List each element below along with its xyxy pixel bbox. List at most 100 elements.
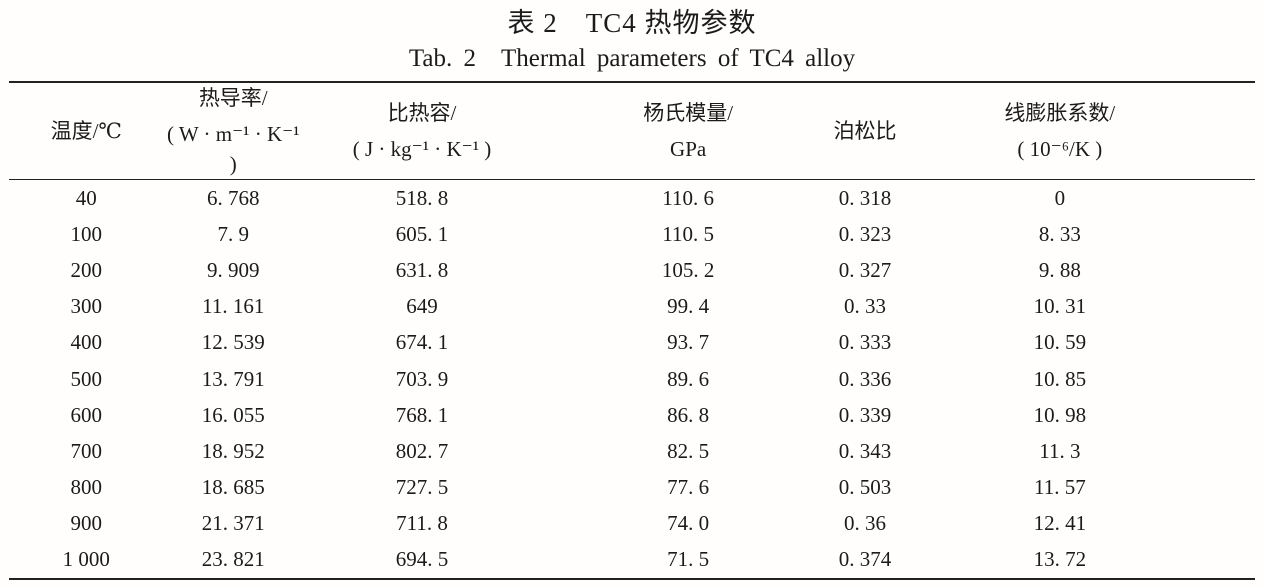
table-cell: 12. 41 xyxy=(1033,511,1087,536)
table-cell: 40 xyxy=(75,185,97,210)
table-captions: 表 2 TC4 热物参数 Tab. 2 Thermal parameters o… xyxy=(0,0,1264,77)
table-cell: 9. 88 xyxy=(1038,257,1081,282)
table-row: 40 6. 768 518. 8 110. 6 0. 318 0 xyxy=(9,180,1255,217)
table-cell: 105. 2 xyxy=(661,257,715,282)
table-cell: 0 xyxy=(1054,185,1066,210)
table-cell: 200 xyxy=(70,257,103,282)
table-cell: 700 xyxy=(70,438,103,463)
table-header: 温度/℃ 热导率/ ( W · m⁻¹ · K⁻¹ ) 比热容/ ( J · kg⁻¹ … xyxy=(9,82,1255,180)
table-cell: 518. 8 xyxy=(395,185,449,210)
table-cell: 0. 323 xyxy=(838,221,892,246)
table-cell: 11. 57 xyxy=(1033,475,1086,500)
table-cell: 110. 5 xyxy=(662,221,714,246)
table-cell: 21. 371 xyxy=(201,511,265,536)
table-cell: 86. 8 xyxy=(667,402,710,427)
thermal-parameters-table: 温度/℃ 热导率/ ( W · m⁻¹ · K⁻¹ ) 比热容/ ( J · kg⁻¹ … xyxy=(9,81,1255,581)
table-cell: 400 xyxy=(70,330,103,355)
table-cell: 0. 318 xyxy=(838,185,892,210)
table-cell: 6. 768 xyxy=(206,185,260,210)
table-cell: 23. 821 xyxy=(201,547,265,572)
table-cell: 600 xyxy=(70,402,103,427)
column-header: 温度/℃ xyxy=(9,82,164,180)
table-row: 900 21. 371 711. 8 74. 0 0. 36 12. 41 xyxy=(9,506,1255,542)
table-cell: 674. 1 xyxy=(395,330,449,355)
column-header: 比热容/ ( J · kg⁻¹ · K⁻¹ ) xyxy=(323,82,551,180)
column-header-unit: ( J · kg⁻¹ · K⁻¹ ) xyxy=(352,137,492,161)
column-header-label: 线膨胀系数/ xyxy=(1004,101,1116,125)
table-cell: 89. 6 xyxy=(667,366,710,391)
table-cell: 18. 952 xyxy=(201,438,265,463)
table-header-row: 温度/℃ 热导率/ ( W · m⁻¹ · K⁻¹ ) 比热容/ ( J · kg⁻¹ … xyxy=(9,82,1255,180)
table-cell: 0. 503 xyxy=(838,475,892,500)
table-cell: 0. 333 xyxy=(838,330,892,355)
table-cell: 77. 6 xyxy=(667,475,710,500)
column-header-label: 热导率/ xyxy=(198,86,268,110)
column-header-label: 泊松比 xyxy=(833,119,897,143)
table-cell: 605. 1 xyxy=(395,221,449,246)
table-row: 800 18. 685 727. 5 77. 6 0. 503 11. 57 xyxy=(9,470,1255,506)
table-row: 200 9. 909 631. 8 105. 2 0. 327 9. 88 xyxy=(9,252,1255,288)
table-row: 100 7. 9 605. 1 110. 5 0. 323 8. 33 xyxy=(9,216,1255,252)
table-cell: 1 000 xyxy=(62,547,110,572)
column-header: 杨氏模量/GPa xyxy=(551,82,775,180)
table-cell: 631. 8 xyxy=(395,257,449,282)
table-cell: 12. 539 xyxy=(201,330,265,355)
table-row: 300 11. 161 649 99. 4 0. 33 10. 31 xyxy=(9,289,1255,325)
table-cell: 649 xyxy=(406,294,438,319)
table-body: 40 6. 768 518. 8 110. 6 0. 318 0 100 7. 9 605. 1… xyxy=(9,180,1255,580)
table-cell: 10. 85 xyxy=(1033,366,1087,391)
table-caption-zh: 表 2 TC4 热物参数 xyxy=(507,8,757,38)
column-header-label: 比热容/ xyxy=(387,101,457,125)
table-cell: 727. 5 xyxy=(395,475,449,500)
table-cell: 900 xyxy=(70,511,103,536)
table-row: 1 000 23. 821 694. 5 71. 5 0. 374 13. 72 xyxy=(9,542,1255,579)
table-cell: 8. 33 xyxy=(1038,221,1081,246)
table-cell: 11. 3 xyxy=(1039,438,1081,463)
column-header-label: 杨氏模量/ xyxy=(643,101,734,125)
table-cell: 9. 909 xyxy=(206,257,260,282)
table-cell: 768. 1 xyxy=(395,402,449,427)
table-cell: 300 xyxy=(70,294,103,319)
table-cell: 74. 0 xyxy=(667,511,710,536)
table-cell: 10. 31 xyxy=(1033,294,1087,319)
column-header-unit: GPa xyxy=(670,137,707,161)
table-cell: 0. 374 xyxy=(838,547,892,572)
column-header-unit: ( 10⁻⁶/K ) xyxy=(1017,137,1103,161)
table-cell: 0. 33 xyxy=(843,294,886,319)
table-cell: 10. 59 xyxy=(1033,330,1087,355)
table-cell: 100 xyxy=(70,221,103,246)
table-cell: 82. 5 xyxy=(667,438,710,463)
table-cell: 0. 343 xyxy=(838,438,892,463)
column-header: 热导率/ ( W · m⁻¹ · K⁻¹ ) xyxy=(164,82,323,180)
table-cell: 110. 6 xyxy=(662,185,714,210)
table-cell: 802. 7 xyxy=(395,438,449,463)
table-cell: 703. 9 xyxy=(395,366,449,391)
table-cell: 800 xyxy=(70,475,103,500)
table-cell: 99. 4 xyxy=(667,294,710,319)
table-cell: 0. 327 xyxy=(838,257,892,282)
table-row: 400 12. 539 674. 1 93. 7 0. 333 10. 59 xyxy=(9,325,1255,361)
table-cell: 13. 791 xyxy=(201,366,265,391)
table-cell: 500 xyxy=(70,366,103,391)
table-cell: 13. 72 xyxy=(1033,547,1087,572)
table-caption-en: Tab. 2 Thermal parameters of TC4 alloy xyxy=(408,45,856,72)
table-row: 500 13. 791 703. 9 89. 6 0. 336 10. 85 xyxy=(9,361,1255,397)
table-cell: 711. 8 xyxy=(396,511,448,536)
table-cell: 71. 5 xyxy=(667,547,710,572)
column-header-unit: ( W · m⁻¹ · K⁻¹ ) xyxy=(166,122,300,176)
table-row: 700 18. 952 802. 7 82. 5 0. 343 11. 3 xyxy=(9,433,1255,469)
table-cell: 7. 9 xyxy=(217,221,249,246)
table-cell: 10. 98 xyxy=(1033,402,1087,427)
column-header: 泊松比 xyxy=(775,82,954,180)
column-header: 线膨胀系数/ ( 10⁻⁶/K ) xyxy=(955,82,1255,180)
table-cell: 11. 161 xyxy=(202,294,265,319)
table-cell: 16. 055 xyxy=(201,402,265,427)
table-cell: 0. 339 xyxy=(838,402,892,427)
column-header-label: 温度/℃ xyxy=(50,119,122,143)
table-cell: 18. 685 xyxy=(201,475,265,500)
table-cell: 93. 7 xyxy=(667,330,710,355)
table-row: 600 16. 055 768. 1 86. 8 0. 339 10. 98 xyxy=(9,397,1255,433)
table-cell: 0. 36 xyxy=(843,511,886,536)
table-cell: 694. 5 xyxy=(395,547,449,572)
